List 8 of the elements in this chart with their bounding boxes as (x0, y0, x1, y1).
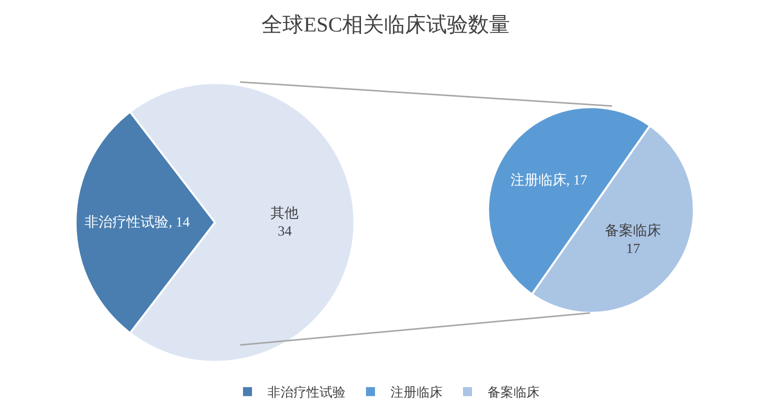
legend-label: 非治疗性试验 (268, 384, 346, 400)
legend-label: 注册临床 (390, 384, 442, 400)
data-label: 注册临床, 17 (510, 172, 588, 188)
data-label: 非治疗性试验, 14 (84, 214, 190, 230)
data-label: 其他 34 (270, 205, 299, 240)
chart-title: 全球ESC相关临床试验数量 (262, 12, 510, 36)
data-label: 备案临床 17 (605, 222, 662, 258)
legend-label: 备案临床 (488, 384, 540, 400)
